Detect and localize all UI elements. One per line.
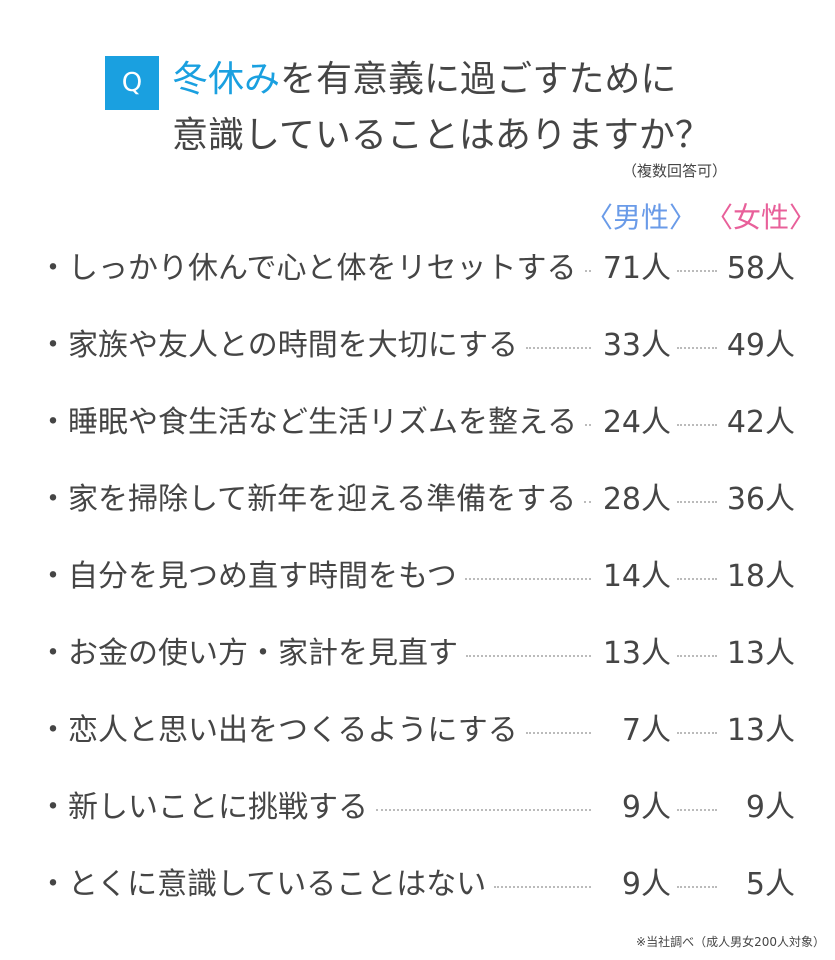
table-row: ・睡眠や食生活など生活リズムを整える 24人 42人 [38, 394, 795, 444]
female-value: 36人 [726, 482, 795, 517]
dotted-leader [677, 886, 717, 888]
dotted-leader [585, 424, 591, 426]
dotted-leader [584, 501, 591, 503]
dotted-leader [677, 578, 717, 580]
male-value: 33人 [602, 328, 671, 363]
dotted-leader [525, 732, 591, 734]
dotted-leader [677, 424, 717, 426]
table-row: ・しっかり休んで心と体をリセットする 71人 58人 [38, 240, 795, 290]
dotted-leader [584, 270, 591, 272]
row-label: ・とくに意識していることはない [38, 867, 487, 902]
question-badge: Q [105, 56, 159, 110]
row-label: ・自分を見つめ直す時間をもつ [38, 559, 457, 594]
table-row: ・新しいことに挑戦する 9人 9人 [38, 779, 795, 829]
male-value: 9人 [621, 867, 671, 902]
dotted-leader [677, 732, 717, 734]
dotted-leader [494, 886, 591, 888]
male-value: 14人 [602, 559, 671, 594]
male-value: 24人 [602, 405, 671, 440]
table-row: ・家を掃除して新年を迎える準備をする 28人 36人 [38, 471, 795, 521]
table-row: ・自分を見つめ直す時間をもつ 14人 18人 [38, 548, 795, 598]
dotted-leader [376, 809, 591, 811]
table-row: ・お金の使い方・家計を見直す 13人 13人 [38, 625, 795, 675]
male-value: 9人 [621, 790, 671, 825]
dotted-leader [677, 270, 717, 272]
female-column-header: 〈女性〉 [705, 201, 818, 234]
male-value: 13人 [602, 636, 671, 671]
row-label: ・恋人と思い出をつくるようにする [38, 713, 518, 748]
row-label: ・新しいことに挑戦する [38, 790, 368, 825]
table-row: ・とくに意識していることはない 9人 5人 [38, 856, 795, 906]
row-label: ・しっかり休んで心と体をリセットする [38, 251, 577, 286]
male-value: 28人 [602, 482, 671, 517]
row-label: ・睡眠や食生活など生活リズムを整える [38, 405, 578, 440]
dotted-leader [677, 809, 717, 811]
male-value: 71人 [602, 251, 671, 286]
dotted-leader [677, 501, 717, 503]
female-value: 9人 [745, 790, 795, 825]
dotted-leader [526, 347, 591, 349]
female-value: 13人 [726, 636, 795, 671]
female-value: 13人 [726, 713, 795, 748]
dotted-leader [677, 655, 717, 657]
title-accent: 冬休み [172, 59, 281, 100]
question-title: 冬休みを有意義に過ごすために 意識していることはありますか？ [172, 52, 711, 164]
male-column-header: 〈男性〉 [585, 201, 698, 234]
title-line1: を有意義に過ごすために [280, 59, 677, 100]
table-row: ・家族や友人との時間を大切にする 33人 49人 [38, 317, 795, 367]
female-value: 18人 [726, 559, 795, 594]
table-row: ・恋人と思い出をつくるようにする 7人 13人 [38, 702, 795, 752]
female-value: 5人 [745, 867, 795, 902]
dotted-leader [677, 347, 717, 349]
dotted-leader [466, 655, 591, 657]
row-label: ・お金の使い方・家計を見直す [38, 636, 458, 671]
footnote: ※当社調べ（成人男女200人対象） [636, 935, 825, 949]
female-value: 42人 [726, 405, 795, 440]
male-value: 7人 [621, 713, 671, 748]
multiple-answer-note: （複数回答可） [621, 162, 727, 180]
dotted-leader [464, 578, 591, 580]
row-label: ・家を掃除して新年を迎える準備をする [38, 482, 577, 517]
row-label: ・家族や友人との時間を大切にする [38, 328, 518, 363]
female-value: 49人 [726, 328, 795, 363]
female-value: 58人 [726, 251, 795, 286]
title-line2: 意識していることはありますか？ [172, 115, 711, 156]
